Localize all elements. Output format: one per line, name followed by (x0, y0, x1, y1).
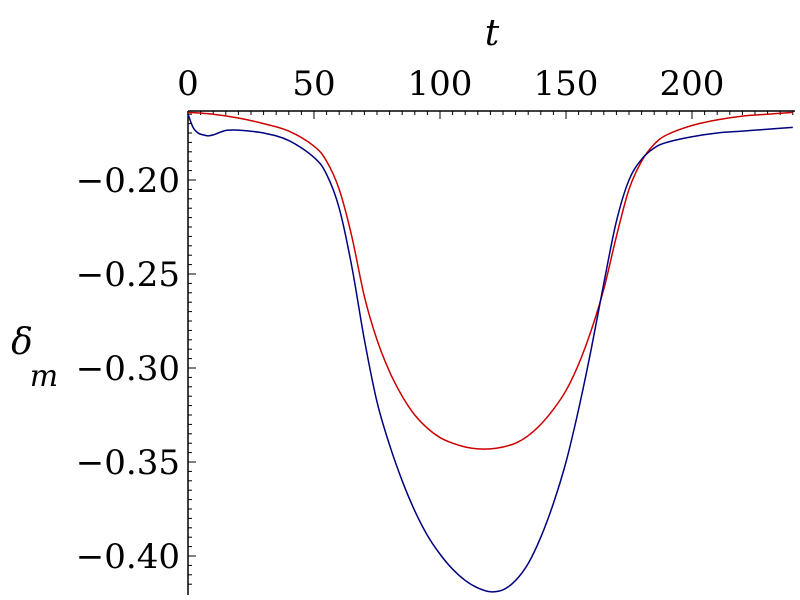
y-tick-label: −0.40 (76, 537, 180, 577)
y-axis-title: δ (11, 322, 33, 363)
x-tick-label: 0 (177, 64, 199, 104)
series-line-navy (187, 113, 793, 593)
series-group (187, 111, 793, 593)
x-tick-label: 150 (534, 64, 599, 104)
x-tick-label: 200 (660, 64, 725, 104)
series-line-red (187, 111, 793, 450)
y-tick-label: −0.20 (76, 161, 180, 201)
x-tick-label: 100 (408, 64, 473, 104)
y-axis-title-subscript: m (30, 359, 58, 394)
y-tick-label: −0.25 (76, 255, 180, 295)
y-tick-label: −0.30 (76, 349, 180, 389)
x-axis-title: t (485, 13, 500, 54)
y-tick-label: −0.35 (76, 443, 180, 483)
x-tick-labels: 0 50 100 150 200 (177, 64, 724, 104)
x-tick-label: 50 (292, 64, 335, 104)
x-axis-ticks (187, 111, 794, 119)
y-tick-labels: −0.20 −0.25 −0.30 −0.35 −0.40 (76, 161, 180, 577)
y-axis-ticks (188, 113, 196, 585)
